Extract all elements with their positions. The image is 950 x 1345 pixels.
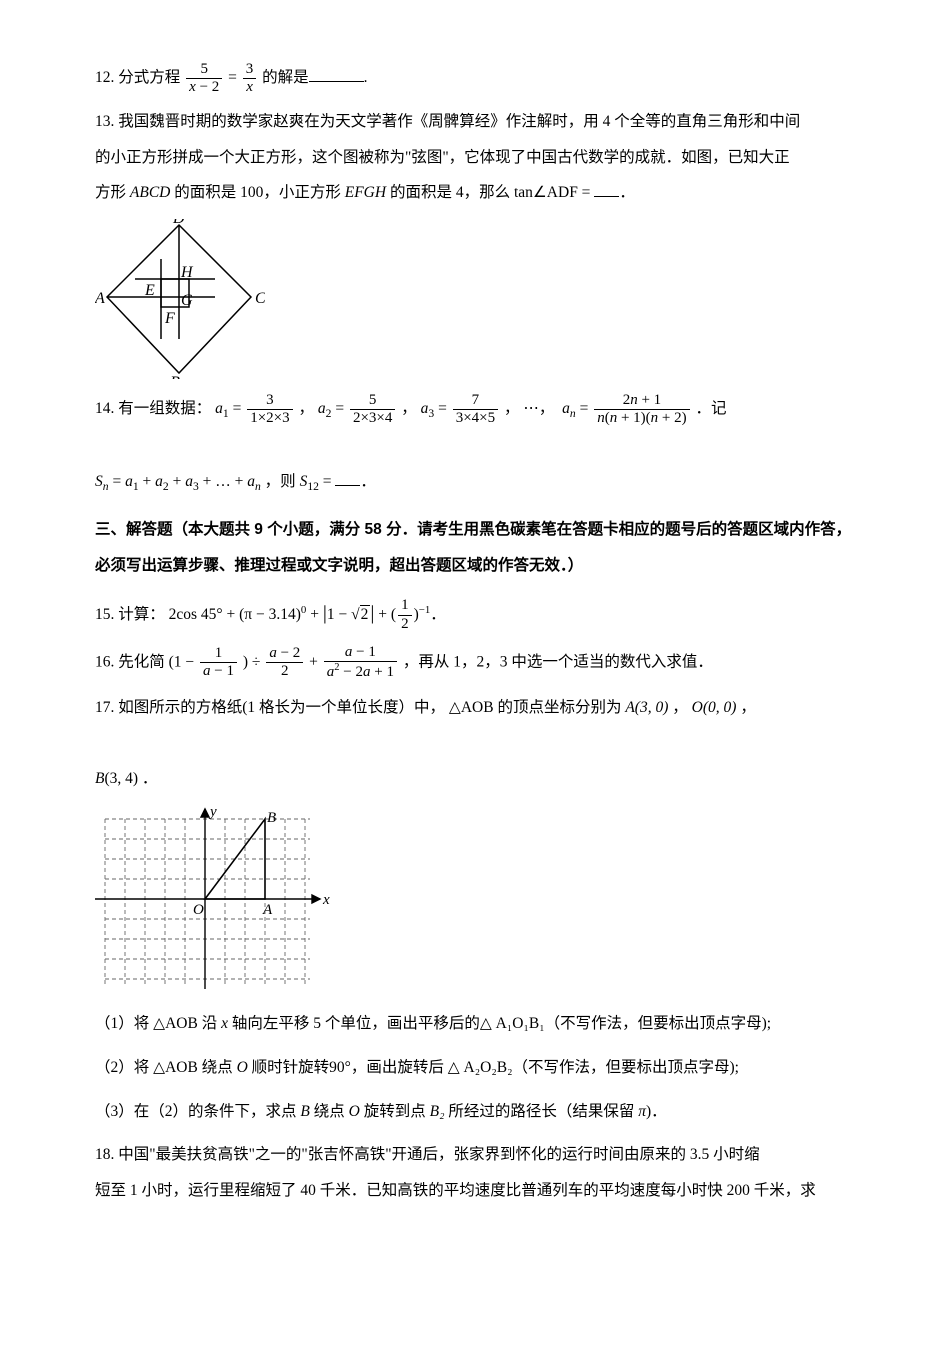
svg-text:y: y — [208, 804, 217, 820]
grid-diagram: O A B x y — [95, 804, 865, 994]
q-number: 12. — [95, 69, 114, 86]
question-16: 16. 先化简 (1 − 1a − 1 ) ÷ a − 22 + a − 1a2… — [95, 644, 865, 682]
text: 的顶点坐标分别为 — [497, 699, 621, 716]
text: 的解是 — [262, 69, 309, 86]
text: ．记 — [696, 400, 727, 417]
text: 方形 — [95, 184, 126, 201]
tan-expr: tan∠ADF = — [510, 184, 594, 201]
question-13: 13. 我国魏晋时期的数学家赵爽在为天文学著作《周髀算经》作注解时，用 4 个全… — [95, 104, 865, 211]
svg-text:x: x — [322, 892, 330, 908]
q-number: 14. — [95, 400, 114, 417]
question-12: 12. 分式方程 5 x − 2 = 3 x 的解是. — [95, 60, 865, 96]
q17-part3: （3）在（2）的条件下，求点 B 绕点 O 旋转到点 B₂ 所经过的路径长（结果… — [95, 1094, 865, 1130]
svg-text:E: E — [144, 282, 155, 299]
svg-text:D: D — [172, 219, 185, 227]
svg-text:O: O — [193, 902, 204, 918]
q17-part2: （2）将 △AOB 绕点 O 顺时针旋转90°，画出旋转后 △ A₂O₂B₂（不… — [95, 1050, 865, 1086]
answer-blank — [335, 469, 360, 486]
q-number: 18. — [95, 1146, 114, 1163]
text: 如图所示的方格纸(1 格长为一个单位长度）中， — [118, 699, 445, 716]
text: 我国魏晋时期的数学家赵爽在为天文学著作《周髀算经》作注解时，用 4 个全等的直角… — [118, 113, 800, 130]
text: 的面积是 100，小正方形 — [174, 184, 341, 201]
q-number: 16. — [95, 653, 114, 670]
text: 先化简 — [118, 653, 165, 670]
square-label: ABCD — [126, 184, 174, 201]
text: 分式方程 — [118, 69, 180, 86]
q-number: 13. — [95, 113, 114, 130]
fraction: 31×2×3 — [247, 392, 292, 428]
answer-blank — [594, 181, 619, 198]
text: 短至 1 小时，运行里程缩短了 40 千米．已知高铁的平均速度比普通列车的平均速… — [95, 1182, 816, 1199]
svg-text:A: A — [262, 902, 273, 918]
part-number: （3） — [95, 1103, 134, 1120]
text: . — [364, 69, 368, 86]
svg-text:B: B — [267, 810, 276, 826]
svg-text:B: B — [170, 374, 180, 379]
svg-text:C: C — [255, 290, 265, 307]
square-label: EFGH — [341, 184, 390, 201]
part-number: （1） — [95, 1015, 134, 1032]
fraction: a − 1a2 − 2a + 1 — [324, 644, 397, 682]
fraction: 73×4×5 — [453, 392, 498, 428]
text: 的小正方形拼成一个大正方形，这个图被称为"弦图"，它体现了中国古代数学的成就．如… — [95, 149, 790, 166]
fraction: 3 x — [243, 61, 257, 97]
fraction: 2n + 1 n(n + 1)(n + 2) — [594, 392, 689, 428]
text: 计算： — [118, 606, 165, 623]
triangle: △AOB — [449, 699, 494, 716]
text: 的面积是 4，那么 — [390, 184, 510, 201]
fraction: 52×3×4 — [350, 392, 395, 428]
text: 中国"最美扶贫高铁"之一的"张吉怀高铁"开通后，张家界到怀化的运行时间由原来的 … — [118, 1146, 759, 1163]
fraction: 12 — [398, 597, 412, 633]
question-14: 14. 有一组数据： a1 = 31×2×3 ， a2 = 52×3×4 ， a… — [95, 391, 865, 500]
section-3-title: 三、解答题（本大题共 9 个小题，满分 58 分．请考生用黑色碳素笔在答题卡相应… — [95, 512, 865, 583]
q17-part1: （1）将 △AOB 沿 x 轴向左平移 5 个单位，画出平移后的△ A₁O₁B₁… — [95, 1006, 865, 1042]
equals: = — [228, 69, 241, 86]
text: ，再从 1，2，3 中选一个适当的数代入求值． — [403, 653, 713, 670]
question-17: 17. 如图所示的方格纸(1 格长为一个单位长度）中， △AOB 的顶点坐标分别… — [95, 690, 865, 797]
svg-text:F: F — [164, 310, 175, 327]
answer-blank — [309, 66, 364, 83]
xian-diagram: A B C D E F G H — [95, 219, 865, 379]
svg-text:A: A — [95, 290, 105, 307]
q-number: 17. — [95, 699, 114, 716]
q-number: 15. — [95, 606, 114, 623]
part-number: （2） — [95, 1059, 134, 1076]
fraction: a − 22 — [266, 645, 303, 681]
fraction: 1a − 1 — [200, 645, 237, 681]
svg-text:G: G — [181, 292, 193, 309]
question-15: 15. 计算： 2cos 45° + (π − 3.14)0 + |1 − 2|… — [95, 590, 865, 636]
fraction: 5 x − 2 — [186, 61, 222, 97]
svg-text:H: H — [180, 264, 194, 281]
text: 有一组数据： — [118, 400, 211, 417]
question-18: 18. 中国"最美扶贫高铁"之一的"张吉怀高铁"开通后，张家界到怀化的运行时间由… — [95, 1137, 865, 1208]
text: ． — [619, 184, 635, 201]
